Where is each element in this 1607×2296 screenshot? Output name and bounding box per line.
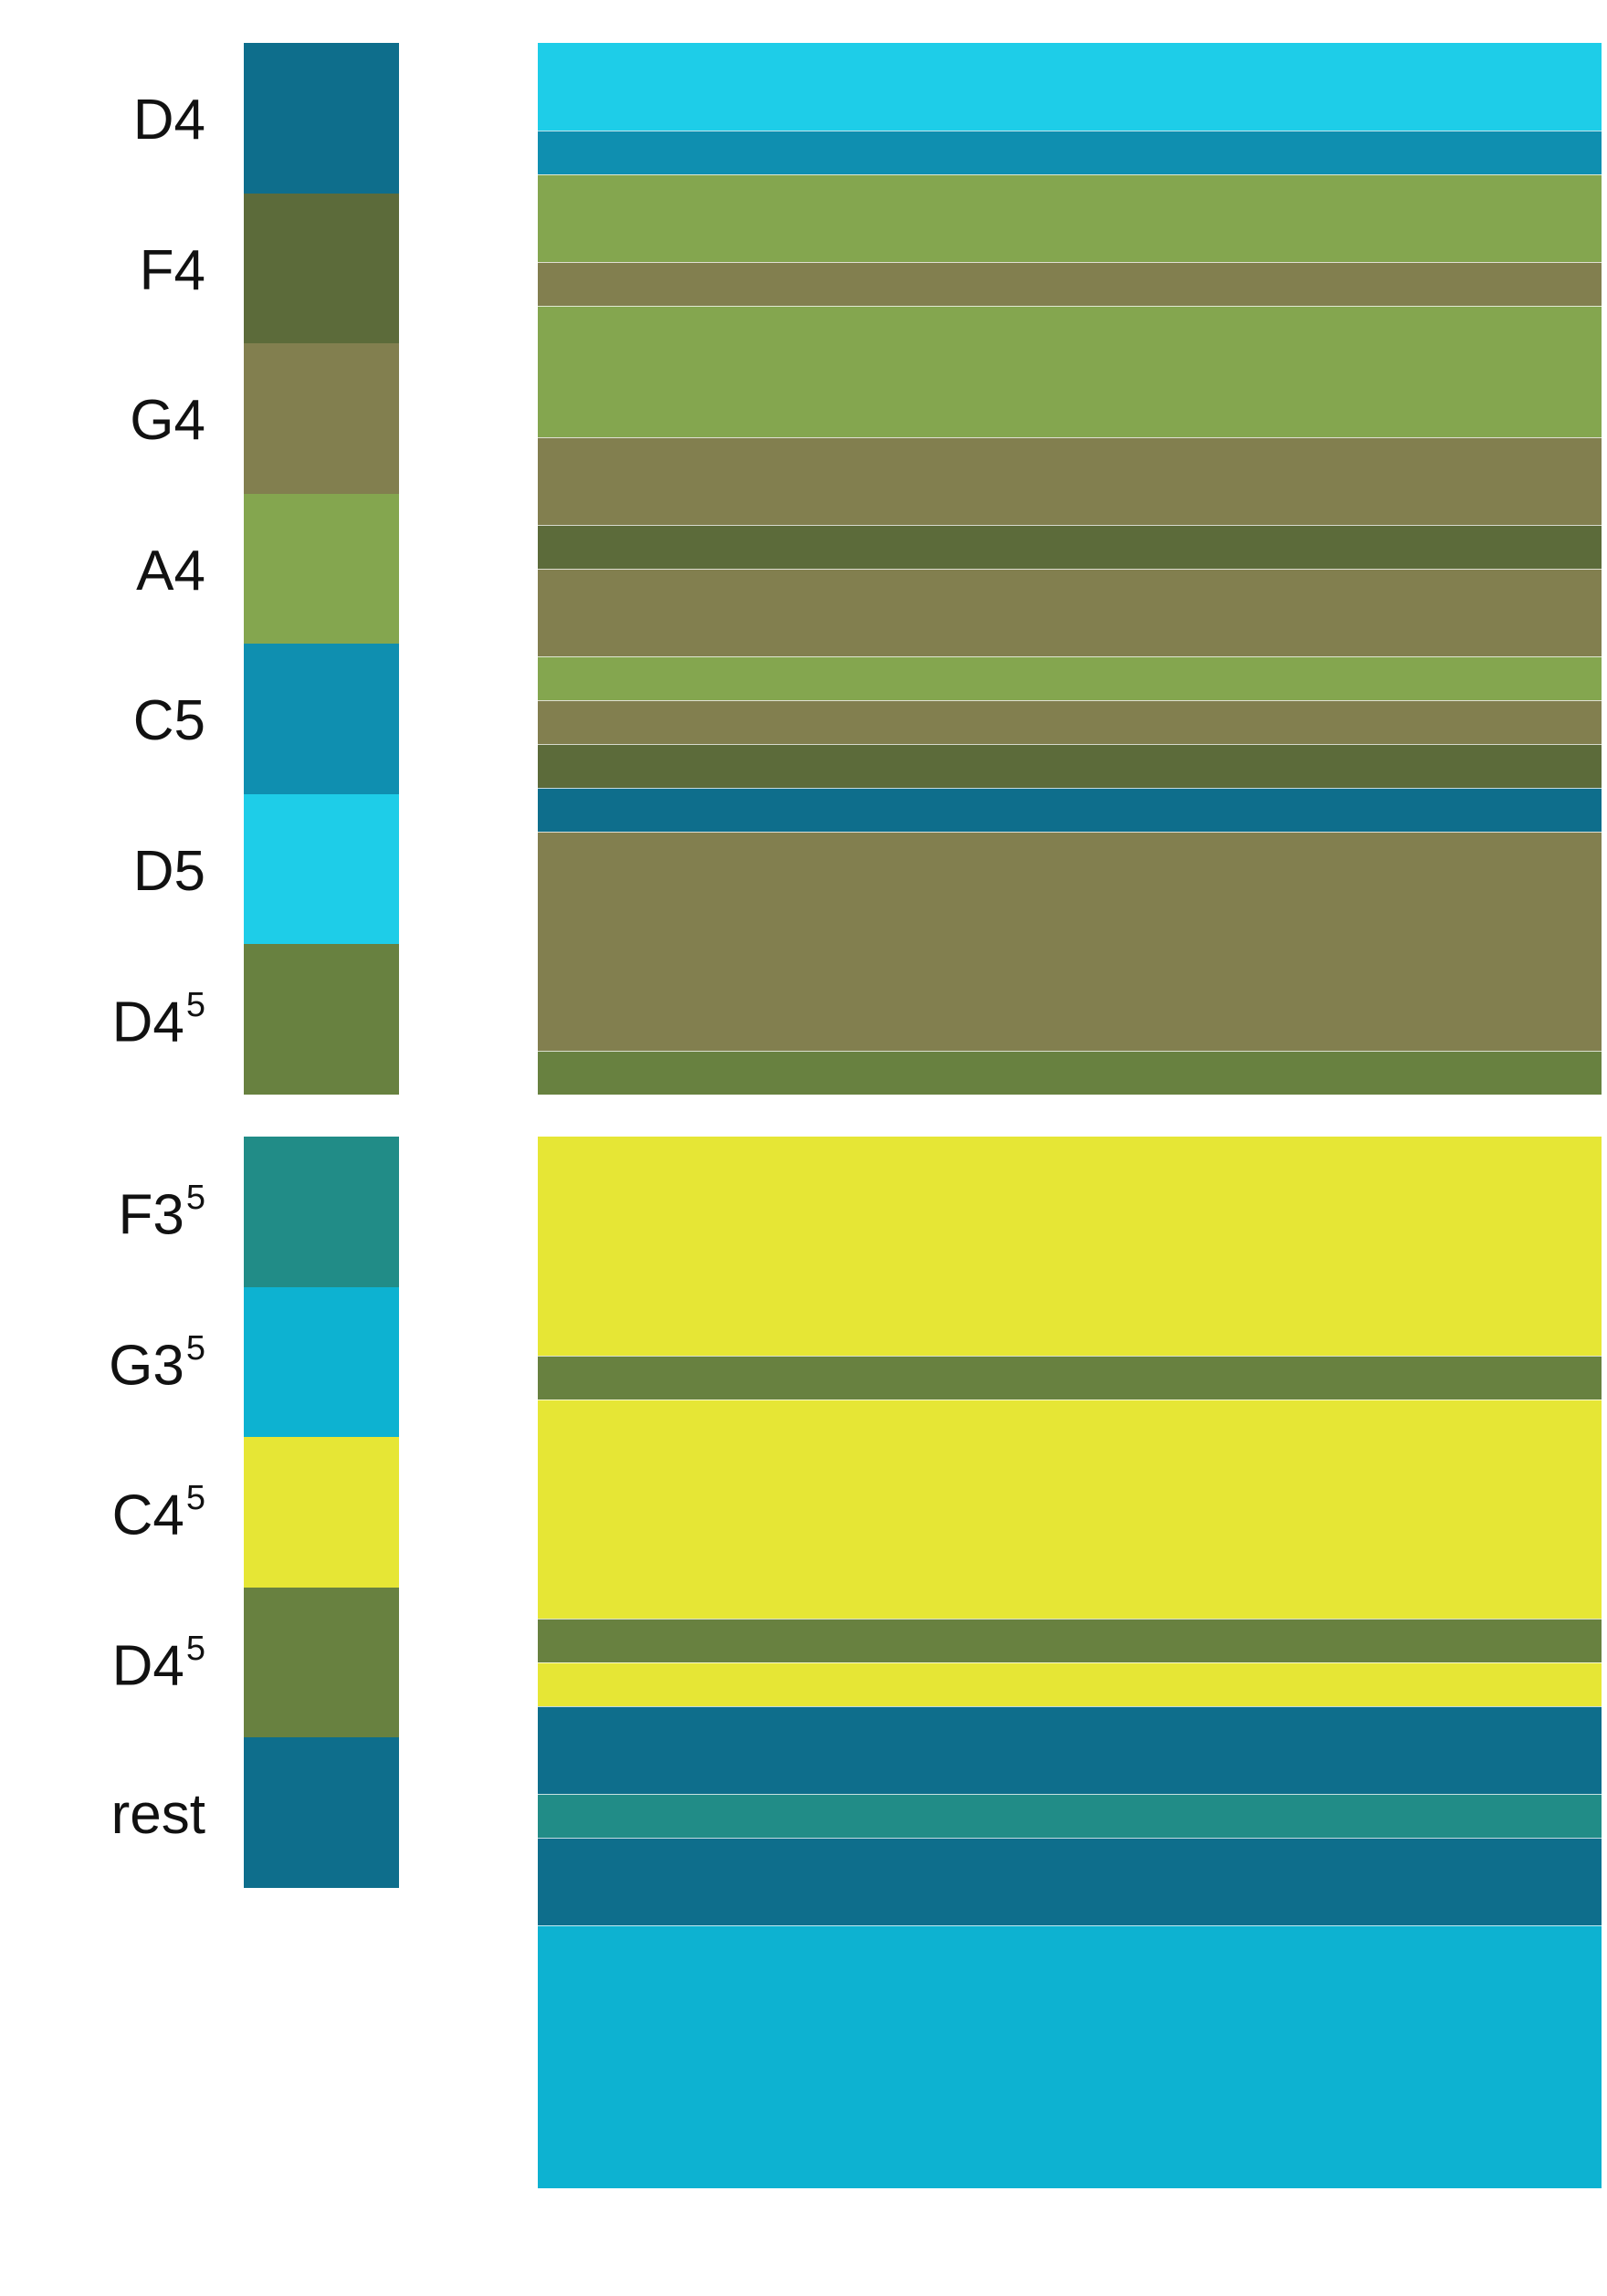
note-bar-c4-5 [538,1662,1602,1706]
note-bar-a4 [538,306,1602,437]
note-bar-c4-5 [538,1137,1602,1356]
note-superscript: 5 [185,986,205,1025]
legend-swatch-f4 [244,193,399,344]
note-bar-d4-5 [538,1051,1602,1095]
legend-label: D4 [133,92,205,149]
note-name: G4 [130,389,205,453]
note-superscript: 5 [185,1328,205,1368]
note-superscript: 5 [185,1629,205,1668]
note-name: F4 [139,238,205,302]
note-bar-a4 [538,656,1602,700]
legend-swatch-g4 [244,343,399,494]
note-bar-f4 [538,744,1602,788]
note-bar-f3-5 [538,1794,1602,1838]
note-name: F3 [118,1183,184,1247]
note-bar-g4 [538,437,1602,525]
note-bar-rest [538,1706,1602,1794]
legend-swatch-g3-5 [244,1286,399,1438]
legend-label: D45 [111,988,205,1054]
legend-label: G4 [130,393,205,449]
legend-swatch-d5 [244,793,399,945]
note-bar-g4 [538,700,1602,744]
legend-label: C5 [133,693,205,750]
note-name: A4 [136,539,205,603]
legend-label: G35 [109,1331,205,1398]
note-name: rest [110,1783,205,1847]
note-sequence-bottom [538,1137,1602,2188]
legend-swatch-rest [244,1737,399,1888]
note-name: G3 [109,1334,184,1398]
note-bar-g3-5 [538,1925,1602,2188]
legend-swatch-a4 [244,493,399,645]
note-superscript: 5 [185,1179,205,1218]
legend-swatch-d4-5 [244,1587,399,1738]
note-name: D4 [111,991,184,1054]
legend-label: D5 [133,843,205,900]
note-bar-rest [538,1838,1602,1925]
note-name: C5 [132,689,205,753]
note-name: D5 [132,839,205,903]
legend-label: F4 [140,242,205,299]
note-bar-g4 [538,262,1602,306]
legend-swatch-d4 [244,43,399,194]
legend-label: C45 [111,1481,205,1547]
note-bar-d4-5 [538,1619,1602,1662]
note-bar-f4 [538,525,1602,569]
note-bar-a4 [538,174,1602,262]
note-bar-c5 [538,131,1602,174]
legend-swatch-c4-5 [244,1437,399,1588]
note-name: D4 [111,1634,184,1698]
note-name: D4 [132,89,205,152]
note-bar-c4-5 [538,1400,1602,1619]
legend-label: D45 [111,1631,205,1698]
legend-swatch-c5 [244,644,399,794]
note-bar-g4 [538,832,1602,1051]
legend-swatch-d4-5 [244,944,399,1095]
note-superscript: 5 [185,1479,205,1518]
note-bar-d5 [538,43,1602,131]
note-bar-d4 [538,788,1602,832]
note-sequence-top [538,43,1602,1095]
legend-swatch-f3-5 [244,1137,399,1287]
note-bar-g4 [538,569,1602,656]
legend-label: A4 [136,539,205,603]
note-bar-d4-5 [538,1356,1602,1400]
note-name: C4 [111,1483,184,1547]
legend-label: F35 [118,1180,206,1247]
legend-label: rest [111,1787,205,1843]
